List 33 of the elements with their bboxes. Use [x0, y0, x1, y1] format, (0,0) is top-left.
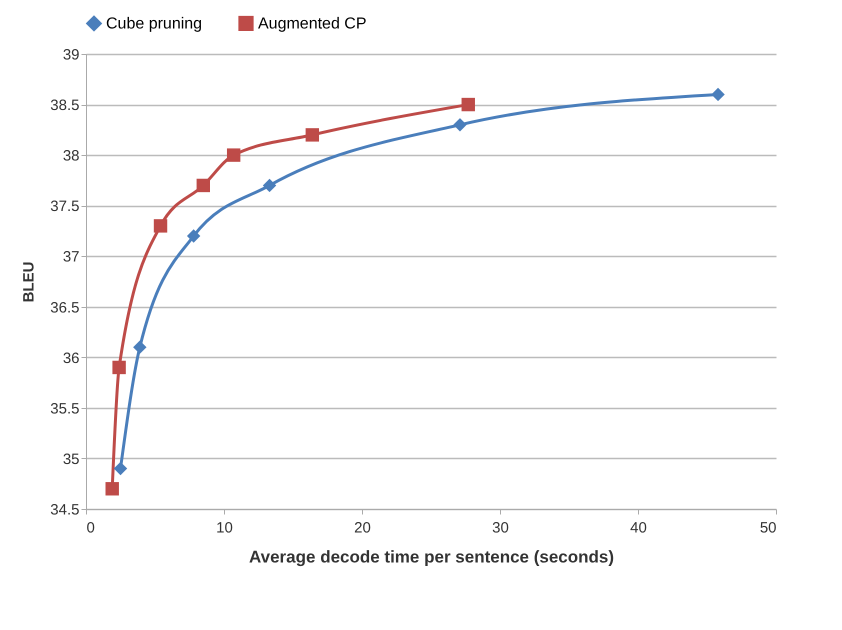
point — [154, 219, 168, 233]
point — [106, 482, 119, 496]
y-tick-label: 36.5 — [50, 299, 80, 316]
point — [226, 148, 240, 162]
point — [186, 229, 200, 243]
point — [453, 118, 467, 132]
y-tick-label: 38 — [62, 148, 80, 165]
y-tick-label: 38.5 — [50, 97, 80, 114]
y-axis-title: BLEU — [20, 262, 38, 302]
y-tick-label: 37 — [62, 248, 80, 266]
x-tick-label: 30 — [492, 520, 509, 536]
point — [196, 178, 210, 192]
point — [462, 98, 475, 112]
x-tick-label: 0 — [86, 520, 95, 536]
point — [133, 340, 147, 354]
point — [262, 178, 276, 192]
y-tick-label: 35 — [62, 450, 80, 468]
y-tick-label: 35.5 — [50, 400, 80, 418]
x-tick-label: 50 — [760, 520, 776, 536]
point — [114, 462, 128, 476]
x-tick-label: 20 — [354, 520, 371, 536]
legend-label: Augmented CP — [258, 15, 367, 32]
x-tick-label: 10 — [216, 520, 233, 536]
y-tick-label: 36 — [62, 350, 80, 367]
legend-label: Cube pruning — [106, 15, 202, 32]
x-tick-label: 40 — [630, 520, 647, 536]
y-tick-label: 34.5 — [50, 502, 80, 518]
point — [711, 88, 725, 102]
point — [306, 128, 320, 142]
y-tick-label: 39 — [62, 46, 80, 64]
point — [112, 360, 126, 374]
y-tick-label: 37.5 — [50, 198, 80, 216]
x-axis-title: Average decode time per sentence (seconds) — [248, 548, 614, 566]
